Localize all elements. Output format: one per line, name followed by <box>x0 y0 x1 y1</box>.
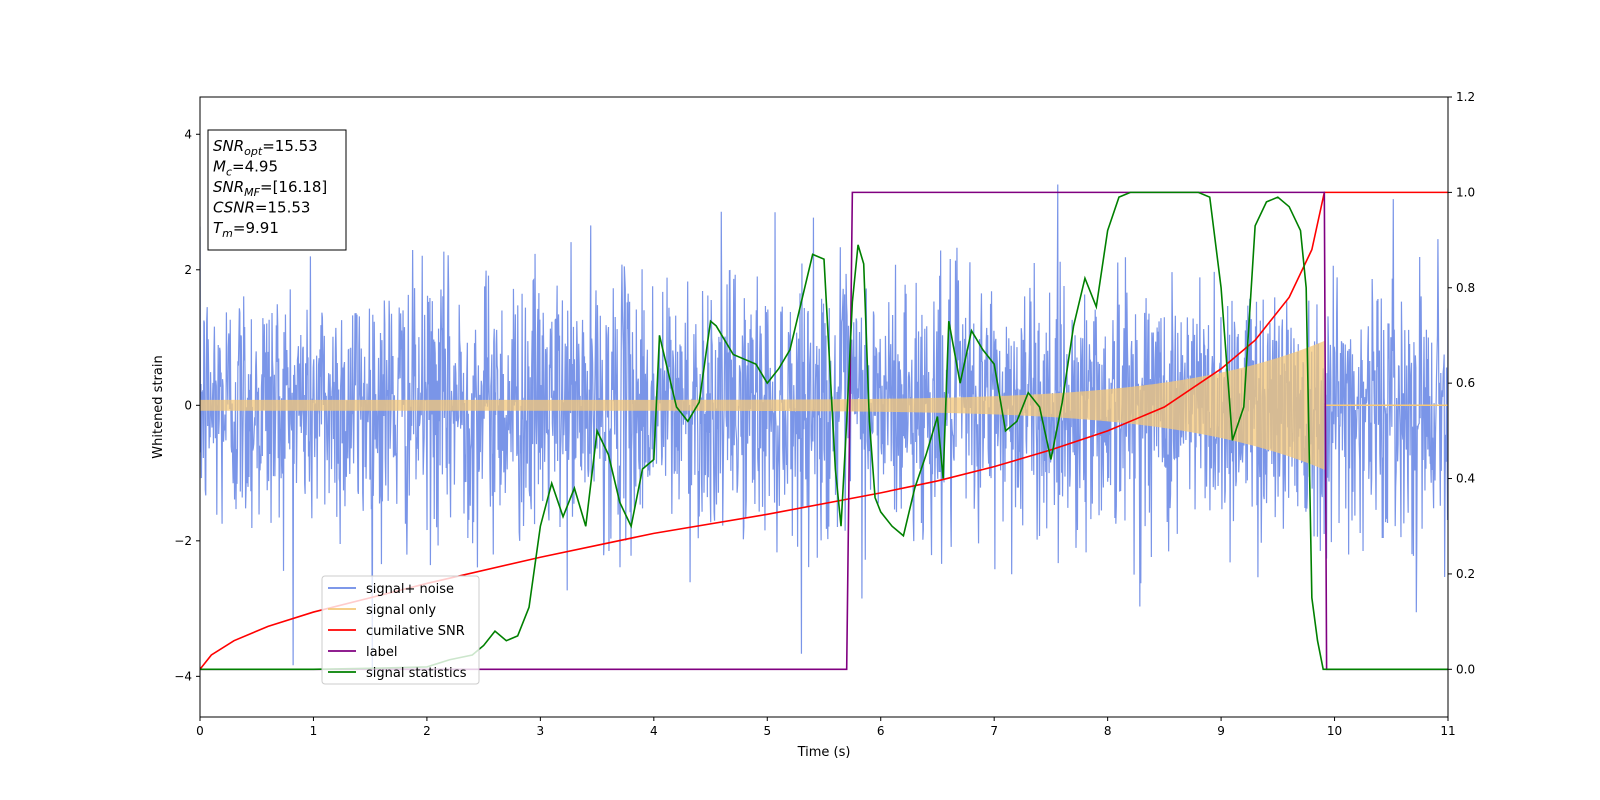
y-right-tick-label: 0.4 <box>1456 472 1475 486</box>
y-right-tick-label: 0.2 <box>1456 567 1475 581</box>
legend-entry-label: signal statistics <box>366 666 467 681</box>
x-tick-label: 0 <box>196 724 204 738</box>
x-tick-label: 10 <box>1327 724 1342 738</box>
plot-frame <box>199 96 1449 718</box>
y-right-tick-label: 1.2 <box>1456 90 1475 104</box>
x-tick-label: 5 <box>763 724 771 738</box>
stats-annotation-line: SNRopt=15.53 <box>213 137 318 158</box>
y-right-tick-label: 0.0 <box>1456 662 1475 676</box>
series-cumulative-snr-line <box>200 191 1448 670</box>
x-tick-label: 7 <box>990 724 998 738</box>
y-left-tick-label: 4 <box>184 127 192 141</box>
legend-box <box>321 575 480 685</box>
x-tick-label: 11 <box>1440 724 1455 738</box>
x-tick-label: 6 <box>877 724 885 738</box>
x-tick-label: 8 <box>1104 724 1112 738</box>
stats-annotation-box <box>207 129 347 251</box>
x-tick-label: 3 <box>537 724 545 738</box>
x-tick-label: 1 <box>310 724 318 738</box>
y-right-tick-label: 1.0 <box>1456 185 1475 199</box>
x-tick-label: 2 <box>423 724 431 738</box>
y-left-tick-label: 2 <box>184 263 192 277</box>
y-left-tick-label: −2 <box>174 534 192 548</box>
y-right-tick-label: 0.6 <box>1456 376 1475 390</box>
legend-entry-label: label <box>366 645 397 660</box>
y-left-tick-label: −4 <box>174 669 192 683</box>
series-signal-only-fill <box>200 340 1325 470</box>
x-tick-label: 4 <box>650 724 658 738</box>
legend-entry-label: cumilative SNR <box>366 624 465 639</box>
stats-annotation-line: SNRMF=[16.18] <box>213 178 327 199</box>
legend-entry-label: signal only <box>366 603 436 618</box>
y-left-tick-label: 0 <box>184 398 192 412</box>
series-signal-statistics-line <box>200 191 1448 671</box>
legend-entry-label: signal+ noise <box>366 582 454 597</box>
y-right-tick-label: 0.8 <box>1456 281 1475 295</box>
x-tick-label: 9 <box>1217 724 1225 738</box>
y-axis-title: Whitened strain <box>151 355 166 458</box>
stats-annotation-line: Tm=9.91 <box>213 219 279 240</box>
stats-annotation-line: Mc=4.95 <box>213 158 278 179</box>
x-axis-title: Time (s) <box>797 745 851 760</box>
stats-annotation-line: CSNR=15.53 <box>213 199 310 217</box>
